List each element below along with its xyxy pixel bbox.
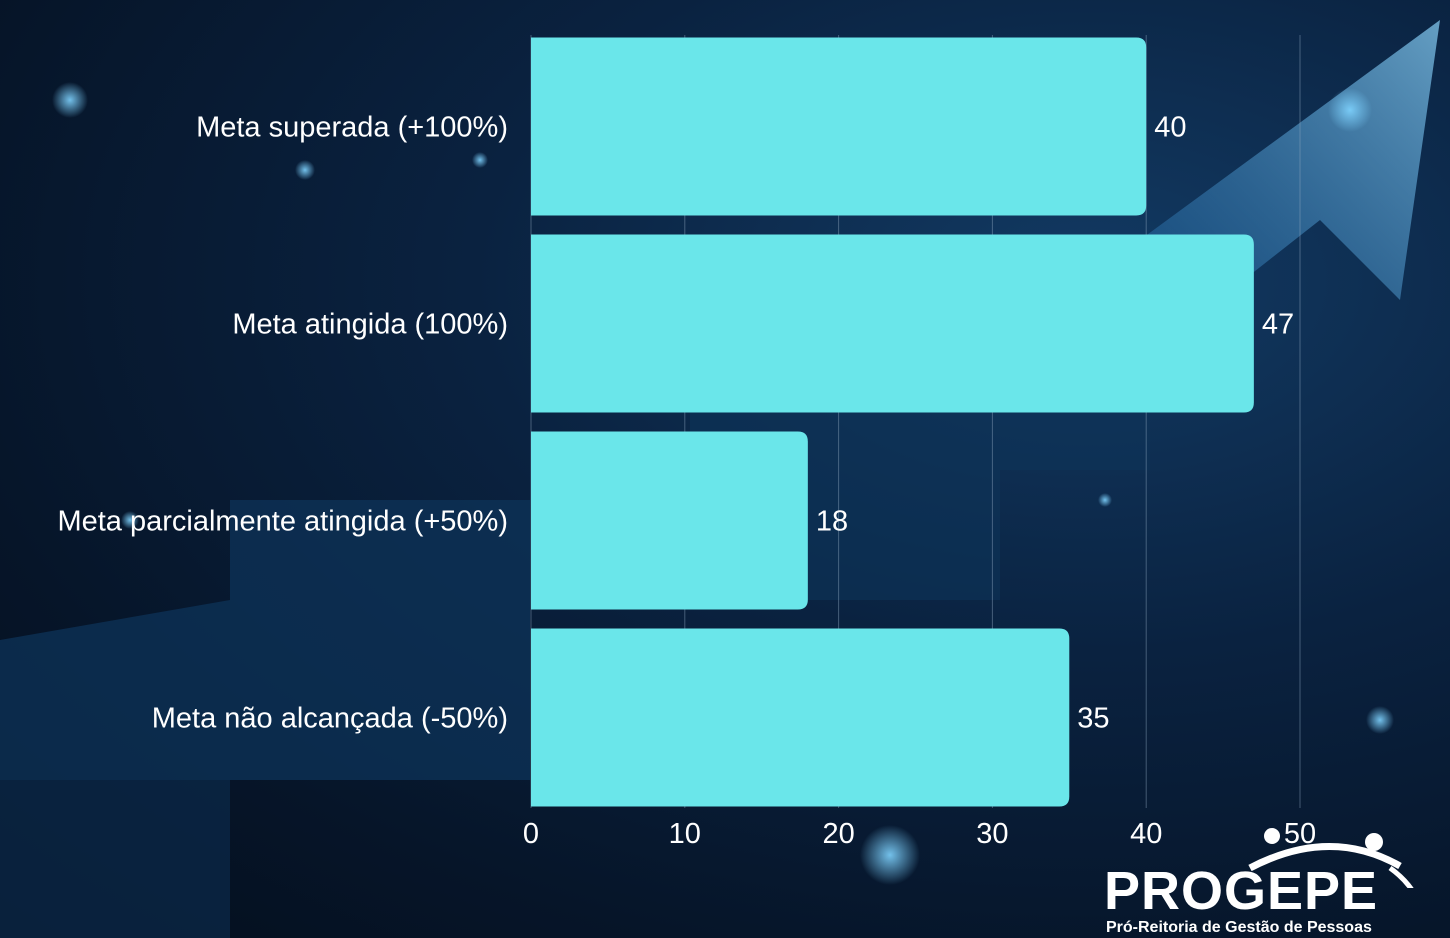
logo-text: PROGEPE xyxy=(1104,861,1379,921)
value-label: 35 xyxy=(1077,703,1109,735)
x-tick-label: 30 xyxy=(976,818,1008,850)
bar xyxy=(531,37,1147,216)
progepe-logo: PROGEPE Pró-Reitoria de Gestão de Pessoa… xyxy=(1100,828,1430,938)
category-label: Meta superada (+100%) xyxy=(196,112,508,144)
bar xyxy=(531,234,1254,413)
logo-people-icon xyxy=(1248,828,1414,888)
bar xyxy=(531,431,808,610)
x-tick-label: 40 xyxy=(1130,818,1162,850)
category-label: Meta parcialmente atingida (+50%) xyxy=(57,506,508,538)
x-tick-label: 20 xyxy=(822,818,854,850)
value-label: 40 xyxy=(1154,112,1186,144)
category-label: Meta não alcançada (-50%) xyxy=(152,703,508,735)
value-label: 18 xyxy=(816,506,848,538)
x-tick-label: 0 xyxy=(523,818,539,850)
category-label: Meta atingida (100%) xyxy=(232,309,508,341)
bar xyxy=(531,628,1070,807)
value-label: 47 xyxy=(1262,309,1294,341)
bars xyxy=(531,37,1254,807)
logo-subtitle: Pró-Reitoria de Gestão de Pessoas xyxy=(1106,919,1372,936)
x-tick-label: 10 xyxy=(669,818,701,850)
